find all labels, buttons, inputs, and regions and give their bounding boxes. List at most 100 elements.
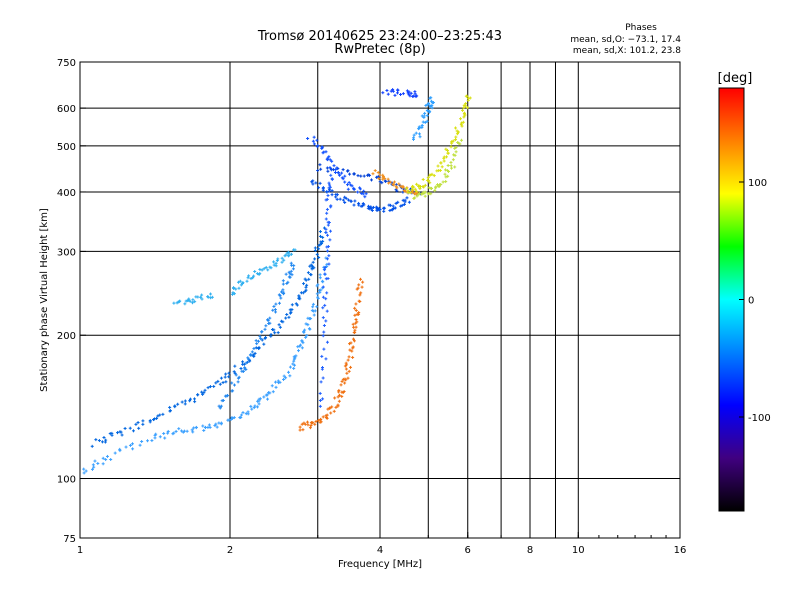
data-point: [318, 234, 322, 238]
data-point: [427, 101, 431, 105]
data-point: [304, 288, 308, 292]
data-point: [203, 426, 207, 430]
data-point: [319, 417, 323, 421]
data-point: [286, 370, 290, 374]
data-point: [247, 274, 251, 278]
data-point: [341, 177, 345, 181]
data-point: [414, 131, 418, 135]
data-point: [453, 165, 457, 169]
data-point: [110, 431, 114, 435]
data-point: [196, 295, 200, 299]
data-point: [329, 205, 333, 209]
data-point: [326, 194, 330, 198]
data-point: [236, 280, 240, 284]
data-point: [407, 200, 411, 204]
data-point: [430, 186, 434, 190]
data-point: [229, 417, 233, 421]
data-point: [233, 364, 237, 368]
data-point: [357, 311, 361, 315]
data-point: [262, 342, 266, 346]
data-point: [312, 142, 316, 146]
data-point: [316, 283, 320, 287]
data-point: [285, 313, 289, 317]
data-point: [287, 315, 291, 319]
data-point: [405, 89, 409, 93]
data-point: [174, 429, 178, 433]
data-point: [216, 379, 220, 383]
data-point: [237, 286, 241, 290]
data-point: [324, 150, 328, 154]
data-point: [277, 301, 281, 305]
y-tick-label: 300: [57, 247, 76, 258]
data-point: [396, 88, 400, 92]
data-point: [344, 367, 348, 371]
data-point: [350, 184, 354, 188]
data-point: [351, 346, 355, 350]
data-point: [328, 406, 332, 410]
data-point: [289, 269, 293, 273]
data-point: [288, 272, 292, 276]
data-point: [177, 300, 181, 304]
data-point: [191, 430, 195, 434]
data-point: [299, 291, 303, 295]
data-point: [319, 380, 323, 384]
data-point: [417, 127, 421, 131]
data-point: [233, 371, 237, 375]
data-point: [318, 181, 322, 185]
data-point: [340, 379, 344, 383]
data-point: [209, 292, 213, 296]
data-point: [316, 168, 320, 172]
data-point: [461, 108, 465, 112]
data-point: [113, 451, 117, 455]
data-point: [173, 405, 177, 409]
data-point: [168, 409, 172, 413]
y-tick-label: 75: [63, 534, 76, 545]
data-point: [236, 376, 240, 380]
data-point: [317, 255, 321, 259]
data-point: [429, 96, 433, 100]
y-axis-label: Stationary phase Virtual Height [km]: [39, 208, 50, 392]
data-point: [347, 355, 351, 359]
data-point: [388, 209, 392, 213]
data-point: [202, 391, 206, 395]
data-point: [387, 181, 391, 185]
data-point: [138, 443, 142, 447]
data-point: [340, 394, 344, 398]
data-point: [196, 393, 200, 397]
data-point: [333, 396, 337, 400]
data-point: [346, 376, 350, 380]
data-point: [338, 173, 342, 177]
data-point: [352, 339, 356, 343]
data-point: [343, 200, 347, 204]
data-point: [259, 337, 263, 341]
data-point: [325, 309, 329, 313]
data-point: [353, 328, 357, 332]
data-point: [364, 192, 368, 196]
data-point: [321, 239, 325, 243]
data-point: [314, 181, 318, 185]
data-point: [336, 403, 340, 407]
data-point: [350, 349, 354, 353]
data-point: [459, 117, 463, 121]
data-point: [292, 359, 296, 363]
data-point: [380, 181, 384, 185]
data-point: [421, 120, 425, 124]
data-point: [305, 420, 309, 424]
data-point: [193, 397, 197, 401]
data-point: [370, 178, 374, 182]
data-point: [150, 439, 154, 443]
data-point: [336, 395, 340, 399]
data-point: [344, 196, 348, 200]
data-point: [360, 285, 364, 289]
data-point: [264, 265, 268, 269]
data-point: [176, 402, 180, 406]
data-point: [265, 393, 269, 397]
data-point: [233, 383, 237, 387]
data-point: [385, 88, 389, 92]
data-point: [413, 90, 417, 94]
data-point: [383, 177, 387, 181]
data-point: [321, 285, 325, 289]
data-point: [399, 93, 403, 97]
data-point: [438, 168, 442, 172]
data-point: [311, 179, 315, 183]
